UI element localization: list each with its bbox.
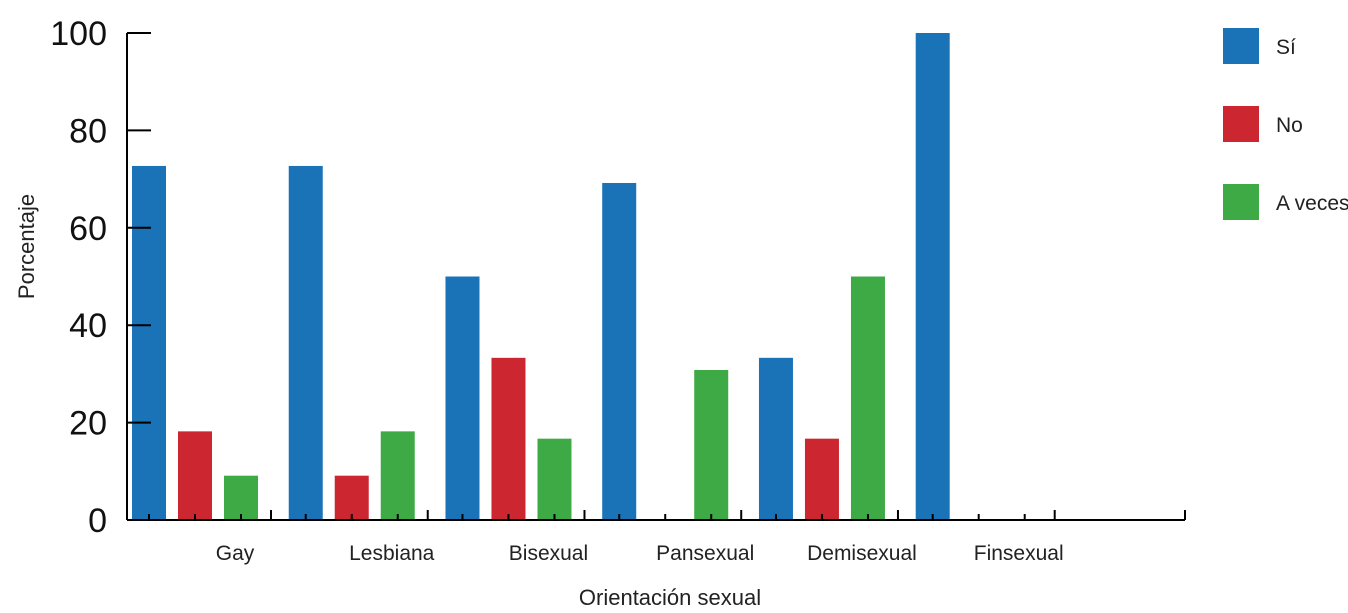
x-ticks-group	[126, 510, 1186, 520]
y-tick-label: 100	[50, 15, 107, 53]
bar-gay-a-veces	[224, 475, 258, 520]
bar-demisexual-si	[758, 357, 793, 520]
bar-pansexual-si	[602, 182, 637, 520]
category-label-demisexual: Demisexual	[807, 542, 917, 565]
legend: Sí No A veces	[1223, 28, 1348, 220]
category-label-gay: Gay	[216, 542, 255, 565]
y-tick-label: 60	[69, 210, 107, 248]
x-axis-title: Orientación sexual	[579, 585, 761, 610]
category-label-pansexual: Pansexual	[656, 542, 754, 565]
bar-bisexual-no	[491, 357, 526, 520]
bars-group	[132, 33, 950, 521]
y-tick-label: 80	[69, 112, 107, 150]
bar-pansexual-a-veces	[694, 370, 729, 520]
category-label-bisexual: Bisexual	[509, 542, 588, 565]
legend-swatch-no	[1223, 106, 1259, 142]
bar-gay-no	[178, 431, 212, 520]
legend-label-no: No	[1276, 114, 1303, 137]
bar-bisexual-si	[445, 276, 480, 520]
bar-bisexual-a-veces	[537, 438, 572, 520]
category-labels-group: Gay Lesbiana Bisexual Pansexual Demisexual Fi…	[216, 542, 1064, 565]
legend-label-si: Sí	[1276, 36, 1296, 59]
legend-label-a-veces: A veces	[1276, 192, 1348, 215]
y-tick-label: 0	[88, 502, 107, 540]
bar-lesbiana-a-veces	[380, 431, 415, 520]
y-tick-label: 40	[69, 307, 107, 345]
bar-lesbiana-no	[334, 475, 369, 520]
y-axis-title: Porcentaje	[14, 194, 39, 299]
y-ticks-group: 0 20 40 60 80 100	[50, 15, 151, 540]
bar-lesbiana-si	[288, 165, 323, 521]
y-tick-label: 20	[69, 405, 107, 443]
legend-swatch-si	[1223, 28, 1259, 64]
legend-swatch-a-veces	[1223, 184, 1259, 220]
bar-demisexual-no	[804, 438, 839, 520]
bar-finsexual-si	[915, 33, 950, 520]
category-label-lesbiana: Lesbiana	[349, 542, 435, 565]
category-label-finsexual: Finsexual	[974, 542, 1064, 565]
bar-demisexual-a-veces	[850, 276, 885, 520]
bar-gay-si	[132, 165, 166, 521]
